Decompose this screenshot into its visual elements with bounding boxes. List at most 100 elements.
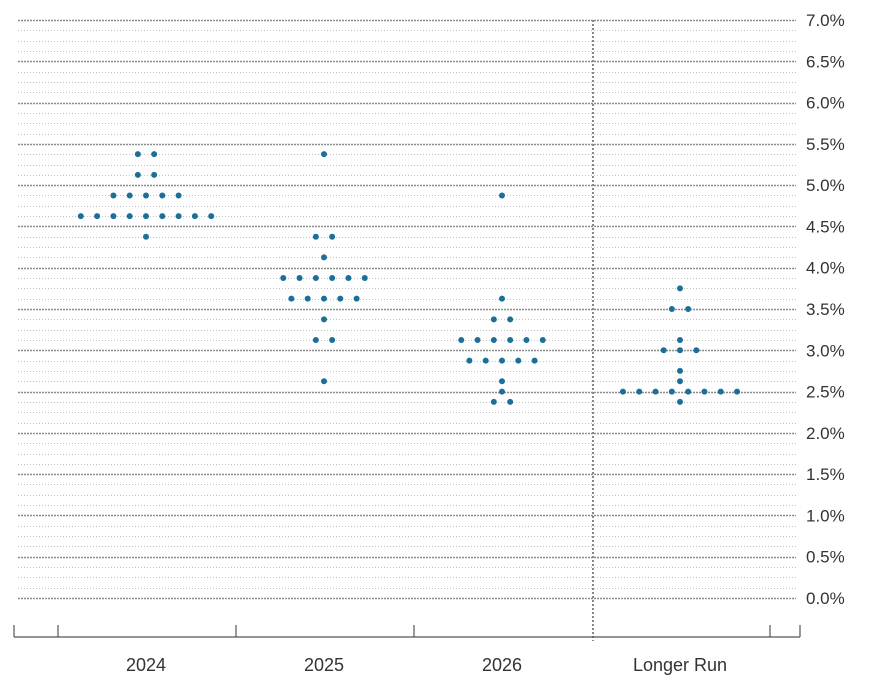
- dot-layer: [77, 151, 741, 405]
- dot-point: [490, 316, 497, 323]
- dot-point: [668, 306, 675, 312]
- dot-point: [499, 295, 505, 302]
- dot-point: [458, 336, 465, 343]
- x-category-label: 2026: [482, 655, 522, 675]
- dot-point: [321, 378, 327, 385]
- dot-point: [151, 151, 158, 158]
- dot-point: [677, 347, 683, 354]
- x-category-label: Longer Run: [633, 655, 727, 675]
- dot-point: [151, 171, 158, 178]
- dot-point: [329, 336, 336, 343]
- dot-point: [507, 398, 514, 405]
- dot-point: [507, 336, 514, 343]
- dot-point: [191, 213, 198, 220]
- dot-point: [515, 357, 522, 364]
- dot-point: [321, 316, 327, 323]
- dot-point: [499, 378, 505, 385]
- y-tick-label: 0.5%: [806, 548, 845, 567]
- dot-point: [539, 336, 546, 343]
- dot-point: [296, 275, 303, 282]
- dot-point: [159, 213, 166, 220]
- dot-point: [280, 275, 287, 282]
- dot-point: [175, 213, 182, 220]
- dot-point: [677, 285, 683, 292]
- dot-point: [466, 357, 473, 364]
- dot-point: [321, 151, 327, 158]
- dot-point: [110, 192, 117, 199]
- dot-point: [717, 388, 724, 395]
- y-tick-label: 7.0%: [806, 11, 845, 30]
- dot-point: [77, 213, 84, 220]
- dot-point: [126, 213, 133, 220]
- dot-point: [499, 192, 505, 199]
- dot-point: [693, 347, 700, 354]
- dot-point: [353, 295, 360, 302]
- dot-point: [636, 388, 643, 395]
- dot-point: [304, 295, 311, 302]
- dot-point: [652, 388, 659, 395]
- dot-point: [143, 233, 149, 240]
- dot-point: [134, 171, 141, 178]
- y-tick-label: 3.5%: [806, 300, 845, 319]
- y-tick-label: 2.0%: [806, 424, 845, 443]
- dot-point: [288, 295, 295, 302]
- y-tick-label: 6.0%: [806, 94, 845, 113]
- dot-point: [660, 347, 667, 354]
- dot-point: [685, 388, 692, 395]
- y-tick-label: 4.5%: [806, 217, 845, 236]
- dot-point: [685, 306, 692, 312]
- dot-point: [677, 398, 683, 405]
- axis-layer: [13, 625, 801, 638]
- dot-point: [499, 388, 505, 395]
- grid-layer: [18, 19, 796, 600]
- dot-point: [126, 192, 133, 199]
- y-tick-label: 1.0%: [806, 506, 845, 525]
- dot-point: [134, 151, 141, 158]
- dot-point: [361, 275, 368, 282]
- y-tick-label: 6.5%: [806, 52, 845, 71]
- y-tick-label: 2.5%: [806, 383, 845, 402]
- y-tick-labels: 7.0% 6.5% 6.0% 5.5% 5.0% 4.5% 4.0% 3.5% 3.0% 2.5%…: [806, 11, 845, 608]
- dot-point: [337, 295, 344, 302]
- dot-point: [677, 336, 683, 343]
- dot-point: [94, 213, 101, 220]
- dot-point: [110, 213, 117, 220]
- dot-point: [321, 295, 327, 302]
- dot-point: [329, 275, 336, 282]
- dot-point: [312, 275, 319, 282]
- y-tick-label: 5.0%: [806, 176, 845, 195]
- dot-point: [668, 388, 675, 395]
- dot-point: [499, 357, 505, 364]
- dot-point: [523, 336, 530, 343]
- dot-point: [531, 357, 538, 364]
- x-category-label: 2024: [126, 655, 166, 675]
- y-tick-label: 4.0%: [806, 259, 845, 278]
- dot-point: [321, 254, 327, 261]
- dot-point: [701, 388, 708, 395]
- dot-point: [175, 192, 182, 199]
- y-tick-label: 1.5%: [806, 465, 845, 484]
- dot-point: [208, 213, 215, 220]
- y-tick-label: 5.5%: [806, 135, 845, 154]
- dot-point: [507, 316, 514, 323]
- dot-point: [619, 388, 626, 395]
- dot-point: [345, 275, 352, 282]
- y-tick-label: 3.0%: [806, 341, 845, 360]
- dot-point: [143, 192, 149, 199]
- dot-point: [734, 388, 741, 395]
- dot-point: [677, 367, 683, 374]
- x-category-label: 2025: [304, 655, 344, 675]
- dot-point: [312, 336, 319, 343]
- x-category-labels: 2024 2025 2026 Longer Run: [126, 655, 727, 675]
- dot-point: [312, 233, 319, 240]
- dot-point: [159, 192, 166, 199]
- dot-point: [143, 213, 149, 220]
- dot-point: [329, 233, 336, 240]
- dot-point: [490, 336, 497, 343]
- dot-point: [482, 357, 489, 364]
- y-tick-label: 0.0%: [806, 589, 845, 608]
- dot-point: [490, 398, 497, 405]
- dot-point: [677, 378, 683, 385]
